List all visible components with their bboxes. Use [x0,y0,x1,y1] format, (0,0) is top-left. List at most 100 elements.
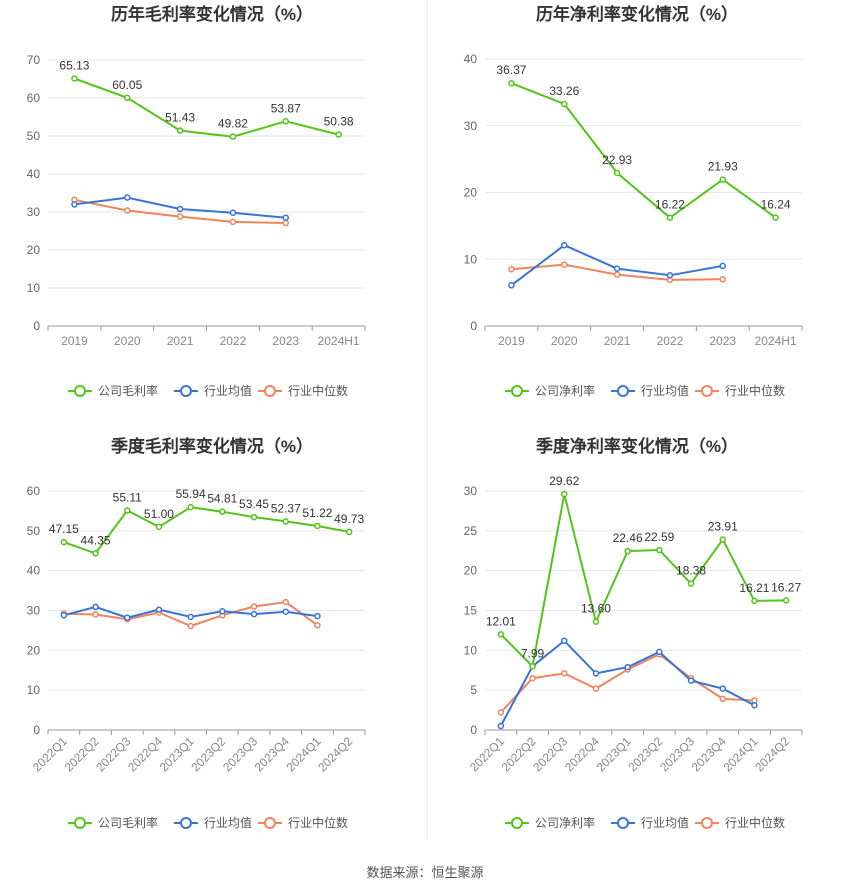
data-label: 47.15 [49,522,79,536]
data-point [124,507,131,514]
y-tick-label: 30 [464,484,478,498]
legend-swatch-marker [74,385,86,397]
data-point [92,611,99,618]
data-point [561,261,568,268]
data-label: 12.01 [486,614,516,628]
legend-label: 行业均值 [204,383,252,398]
legend-item[interactable]: 行业均值 [174,815,252,830]
legend-item[interactable]: 行业中位数 [258,815,348,830]
chart-svg: 季度净利率变化情况（%）0510152025302022Q12022Q22022… [464,436,803,830]
legend-item[interactable]: 行业中位数 [258,383,348,398]
data-point [176,213,184,220]
data-label: 49.73 [334,512,364,526]
y-tick-label: 25 [464,524,478,538]
y-tick-label: 30 [27,205,41,219]
legend-item[interactable]: 公司净利率 [505,815,595,830]
annual-net-margin-chart: 历年净利率变化情况（%） 0 10 20 30 40 2019 2020 2021 2022 202… [425,0,850,420]
data-point [282,118,289,125]
data-point [561,241,568,249]
legend-swatch-marker [511,817,523,829]
data-point [314,621,321,629]
data-point [124,194,131,201]
legend-item[interactable]: 公司毛利率 [68,815,158,830]
data-label: 16.24 [761,198,791,212]
chart-svg: 历年净利率变化情况（%） 0 10 20 30 40 2019 2020 2021 2022 202… [464,4,803,398]
data-point [250,603,258,610]
y-tick-label: 10 [464,643,478,657]
y-tick-label: 50 [27,129,41,143]
data-point [782,597,790,604]
legend-swatch-marker [701,817,713,829]
legend-item[interactable]: 公司毛利率 [68,383,158,398]
y-tick-label: 0 [33,319,40,333]
y-tick-label: 50 [27,524,41,538]
data-point [719,262,726,270]
data-label: 60.05 [112,78,142,92]
series-line [63,506,350,555]
data-point [751,597,758,605]
data-point [687,580,695,587]
data-point [497,722,505,730]
data-point [219,608,226,615]
legend-swatch-marker [617,385,629,397]
data-point [71,201,78,208]
data-label: 16.21 [739,581,769,595]
data-point [624,663,631,671]
data-label: 36.37 [496,63,526,77]
x-tick-label: 2021 [604,334,631,348]
quarterly-gross-margin-chart: 季度毛利率变化情况（%） 0 10 20 30 40 50 60 2022Q1 2022Q2 202… [0,430,425,850]
panel-divider [427,0,428,840]
data-point [250,513,258,521]
data-label: 22.46 [613,531,643,545]
y-tick-label: 15 [464,604,478,618]
legend-swatch-marker [617,817,629,829]
data-point [508,282,515,289]
data-point [613,271,621,278]
data-point [92,603,99,611]
chart-svg: 季度毛利率变化情况（%）01020304050602022Q12022Q2202… [27,436,366,830]
legend-item[interactable]: 行业中位数 [695,815,785,830]
data-point [666,214,674,221]
y-tick-label: 10 [464,252,478,266]
chart-title: 历年净利率变化情况（%） [536,4,738,24]
legend-label: 公司毛利率 [98,383,158,398]
data-point [561,490,568,498]
data-point [666,272,674,279]
data-point [282,214,289,221]
data-label: 51.00 [144,507,174,521]
data-point [335,131,342,138]
data-point [529,674,536,682]
legend-item[interactable]: 行业均值 [611,815,689,830]
data-point [624,547,631,555]
legend-item[interactable]: 行业均值 [174,383,252,398]
data-point [187,503,194,511]
legend-item[interactable]: 行业均值 [611,383,689,398]
x-tick-label: 2022 [220,334,247,348]
data-point [229,133,237,140]
data-point [282,598,289,606]
y-tick-label: 20 [464,186,478,200]
data-point [529,663,536,670]
data-point [187,613,194,621]
legend-swatch-marker [180,817,192,829]
x-tick-label: 2024H1 [318,334,360,348]
data-point [751,702,758,709]
data-point [592,618,600,625]
data-label: 54.81 [207,492,237,506]
legend-item[interactable]: 行业中位数 [695,383,785,398]
series-line [74,77,339,138]
legend-swatch-marker [264,817,276,829]
y-tick-label: 60 [27,91,41,105]
x-tick-label: 2019 [498,334,525,348]
data-label: 13.60 [581,602,611,616]
x-tick-label: 2019 [61,334,88,348]
data-label: 16.22 [655,198,685,212]
data-label: 16.27 [771,580,801,594]
data-label: 55.11 [113,490,142,504]
data-point [497,709,505,716]
legend-label: 行业中位数 [288,815,348,830]
legend-item[interactable]: 公司净利率 [505,383,595,398]
x-tick-label: 2022 [657,334,684,348]
data-point [314,612,321,620]
legend-swatch-marker [180,385,192,397]
